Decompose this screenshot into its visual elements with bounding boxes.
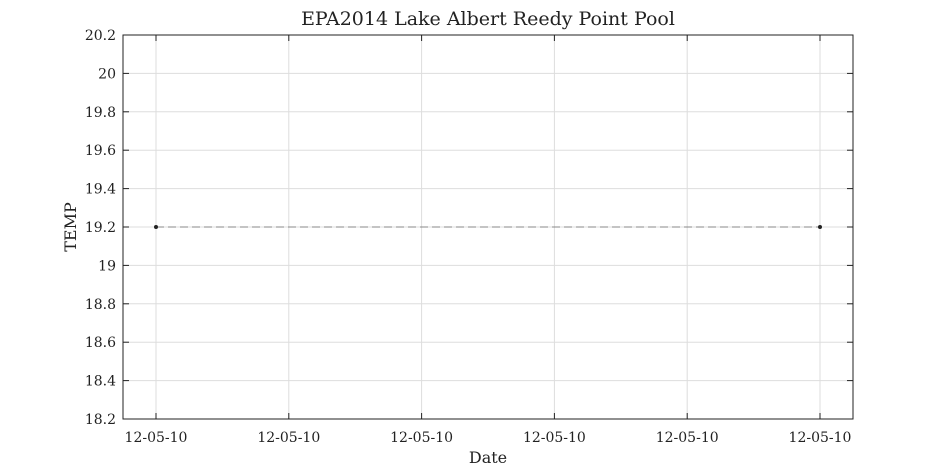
x-tick-label: 12-05-10 xyxy=(523,430,586,446)
x-tick-label: 12-05-10 xyxy=(125,430,188,446)
y-tick-label: 19.6 xyxy=(85,143,116,159)
y-axis-label: TEMP xyxy=(61,202,80,252)
y-tick-label: 18.8 xyxy=(85,297,116,313)
y-tick-label: 19.8 xyxy=(85,105,116,121)
x-axis-label: Date xyxy=(469,448,507,467)
y-tick-label: 18.6 xyxy=(85,335,116,351)
y-tick-label: 19 xyxy=(98,258,116,274)
x-tick-label: 12-05-10 xyxy=(257,430,320,446)
x-tick-label: 12-05-10 xyxy=(789,430,852,446)
data-point xyxy=(154,225,158,229)
x-tick-label: 12-05-10 xyxy=(656,430,719,446)
y-tick-label: 19.4 xyxy=(85,182,116,198)
y-tick-label: 18.4 xyxy=(85,374,116,390)
grid xyxy=(123,34,853,420)
x-tick-label: 12-05-10 xyxy=(390,430,453,446)
chart-title: EPA2014 Lake Albert Reedy Point Pool xyxy=(301,8,675,30)
y-tick-label: 18.2 xyxy=(85,412,116,428)
y-tick-label: 19.2 xyxy=(85,220,116,236)
data-point xyxy=(818,225,822,229)
y-tick-label: 20.2 xyxy=(85,28,116,44)
axis-ticks: 12-05-10 12-05-10 12-05-10 12-05-10 12-05-10… xyxy=(85,28,853,446)
y-tick-label: 20 xyxy=(98,66,116,82)
data-series xyxy=(154,225,822,229)
